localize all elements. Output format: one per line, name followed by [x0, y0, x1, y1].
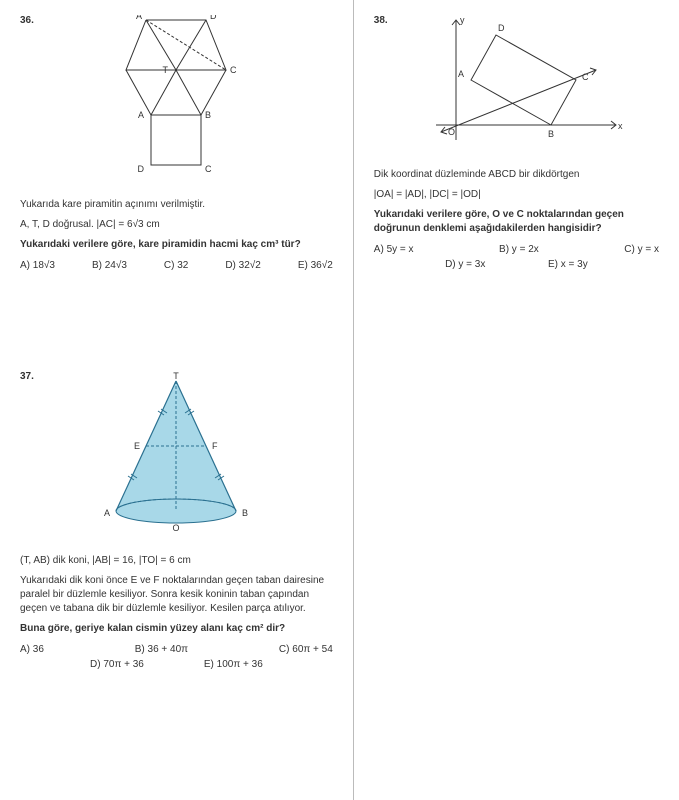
question-37: 37.	[20, 371, 333, 670]
q36-line1: Yukarıda kare piramitin açınımı verilmiş…	[20, 198, 333, 212]
q37-choice-e: E) 100π + 36	[204, 659, 263, 670]
q38-choice-c: C) y = x	[624, 244, 659, 255]
q37-choice-c: C) 60π + 54	[279, 644, 333, 655]
lbl-B: B	[548, 129, 554, 139]
lbl-A2: A	[138, 110, 144, 120]
q38-number: 38.	[374, 15, 388, 26]
q36-question: Yukarıdaki verilere göre, kare piramidin…	[20, 238, 333, 252]
lbl-O: O	[448, 127, 455, 137]
q38-choices: A) 5y = x B) y = 2x C) y = x D) y = 3x E…	[374, 244, 659, 270]
q36-choice-c: C) 32	[164, 260, 188, 271]
lbl-O: O	[173, 523, 180, 533]
lbl-B: B	[242, 508, 248, 518]
lbl-A: A	[458, 69, 464, 79]
q38-choice-d: D) y = 3x	[445, 259, 485, 270]
lbl-B: B	[205, 110, 211, 120]
lbl-A: A	[104, 508, 110, 518]
page: 36. A D T C	[0, 0, 679, 800]
q36-choice-d: D) 32√2	[225, 260, 261, 271]
q38-question: Yukarıdaki verilere göre, O ve C noktala…	[374, 208, 659, 236]
q37-choice-a: A) 36	[20, 644, 44, 655]
q37-choices: A) 36 B) 36 + 40π C) 60π + 54 D) 70π + 3…	[20, 644, 333, 670]
q37-question: Buna göre, geriye kalan cismin yüzey ala…	[20, 622, 333, 636]
q37-line1: (T, AB) dik koni, |AB| = 16, |TO| = 6 cm	[20, 554, 333, 568]
q38-choice-e: E) x = 3y	[548, 259, 588, 270]
lbl-D2: D	[138, 164, 145, 174]
q38-choice-a: A) 5y = x	[374, 244, 414, 255]
lbl-F: F	[212, 441, 218, 451]
q36-figure: A D T C A B D C	[20, 15, 333, 188]
q37-para: Yukarıdaki dik koni önce E ve F noktalar…	[20, 574, 333, 616]
q37-choice-b: B) 36 + 40π	[135, 644, 188, 655]
lbl-C: C	[582, 72, 589, 82]
q37-figure: T E F A B O	[20, 371, 333, 544]
lbl-A: A	[136, 15, 142, 21]
q36-choice-b: B) 24√3	[92, 260, 127, 271]
lbl-C2: C	[205, 164, 212, 174]
lbl-D: D	[210, 15, 217, 21]
q36-choices: A) 18√3 B) 24√3 C) 32 D) 32√2 E) 36√2	[20, 260, 333, 271]
q36-line2: A, T, D doğrusal. |AC| = 6√3 cm	[20, 218, 333, 232]
lbl-x: x	[618, 121, 623, 131]
q37-svg: T E F A B O	[86, 371, 266, 541]
lbl-C: C	[230, 65, 237, 75]
lbl-D: D	[498, 23, 505, 33]
left-column: 36. A D T C	[0, 0, 354, 800]
right-column: 38. y x O A	[354, 0, 679, 800]
q38-line1: Dik koordinat düzleminde ABCD bir dikdör…	[374, 168, 659, 182]
q38-figure: y x O A B C D	[374, 15, 659, 158]
q38-line2: |OA| = |AD|, |DC| = |OD|	[374, 188, 659, 202]
q37-number: 37.	[20, 371, 34, 382]
lbl-T: T	[174, 371, 180, 381]
q38-choice-b: B) y = 2x	[499, 244, 539, 255]
lbl-E: E	[134, 441, 140, 451]
lbl-T: T	[163, 65, 169, 75]
question-36: 36. A D T C	[20, 15, 333, 271]
q37-choice-d: D) 70π + 36	[90, 659, 144, 670]
q36-choice-e: E) 36√2	[298, 260, 333, 271]
q36-svg: A D T C A B D C	[96, 15, 256, 185]
q36-number: 36.	[20, 15, 34, 26]
q38-svg: y x O A B C D	[406, 15, 626, 155]
lbl-y: y	[460, 15, 465, 25]
question-38: 38. y x O A	[374, 15, 659, 270]
q36-choice-a: A) 18√3	[20, 260, 55, 271]
